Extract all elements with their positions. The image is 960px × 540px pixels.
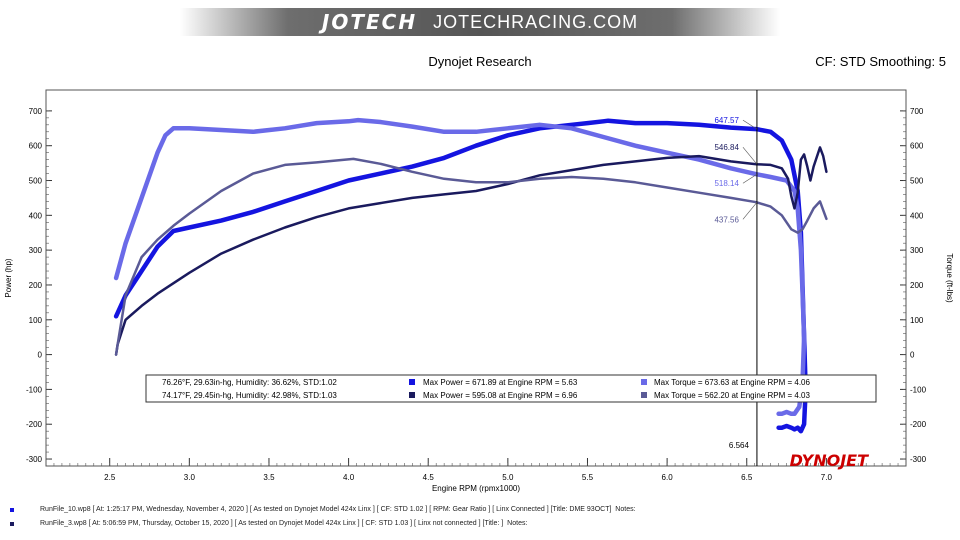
- y-tick-label-right: 100: [910, 316, 924, 325]
- cursor-pointer-line: [742, 202, 758, 220]
- y-tick-label-left: 700: [29, 107, 43, 116]
- legend-marker-torque-run1: [641, 379, 647, 385]
- plot-frame: [45, 89, 907, 467]
- legend-marker-power-run2: [409, 392, 415, 398]
- x-tick-label: 4.5: [423, 473, 435, 482]
- y-tick-label-right: -300: [910, 455, 927, 464]
- y-tick-label-right: 0: [910, 351, 915, 360]
- y-tick-label-left: 500: [29, 177, 43, 186]
- legend-torque-run2: Max Torque = 562.20 at Engine RPM = 4.03: [654, 391, 811, 400]
- footer-run2-info: RunFile_3.wp8 [ At: 5:06:59 PM, Thursday…: [40, 520, 528, 527]
- chart-title: Dynojet Research: [428, 54, 532, 69]
- x-tick-label: 6.5: [741, 473, 753, 482]
- header-banner: JOTECH JOTECHRACING.COM: [180, 8, 780, 36]
- y-tick-label-left: 400: [29, 211, 43, 220]
- y-tick-label-left: -200: [26, 420, 43, 429]
- dynojet-logo: DYNOJET: [790, 451, 870, 470]
- legend: 76.26°F, 29.63in-hg, Humidity: 36.62%, S…: [145, 374, 877, 403]
- cursor-value-label: 546.84: [714, 143, 739, 152]
- legend-conditions-run2: 74.17°F, 29.45in-hg, Humidity: 42.98%, S…: [162, 391, 337, 400]
- site-url: JOTECHRACING.COM: [433, 11, 639, 32]
- cursor-value-label: 437.56: [714, 215, 739, 224]
- y-tick-label-left: -300: [26, 455, 43, 464]
- x-tick-label: 5.0: [502, 473, 514, 482]
- y-tick-label-left: 100: [29, 316, 43, 325]
- cursor-pointer-line: [742, 119, 758, 130]
- y-tick-label-left: 0: [38, 351, 43, 360]
- x-tick-label: 4.0: [343, 473, 355, 482]
- series-line-power-run2: [114, 146, 828, 356]
- legend-marker-power-run1: [409, 379, 415, 385]
- y-axis-label: Power (hp): [4, 258, 13, 297]
- x-tick-label: 2.5: [104, 473, 116, 482]
- y-tick-label-right: 500: [910, 177, 924, 186]
- x-tick-label: 6.0: [662, 473, 674, 482]
- legend-conditions-run1: 76.26°F, 29.63in-hg, Humidity: 36.62%, S…: [162, 378, 337, 387]
- cursor-pointer-line: [742, 147, 758, 165]
- y-tick-label-left: 200: [29, 281, 43, 290]
- y-tick-label-right: 700: [910, 107, 924, 116]
- x-tick-label: 7.0: [821, 473, 833, 482]
- y-tick-label-right: 200: [910, 281, 924, 290]
- y-tick-label-right: -200: [910, 420, 927, 429]
- cursor-value-label: 518.14: [714, 179, 739, 188]
- x-tick-label: 3.0: [184, 473, 196, 482]
- footer-marker-run1: [10, 508, 14, 512]
- x-axis-label: Engine RPM (rpmx1000): [432, 484, 520, 493]
- y-tick-label-right: 300: [910, 246, 924, 255]
- legend-box: [145, 374, 877, 403]
- series-line-torque-run2: [114, 157, 828, 356]
- y-tick-label-left: 300: [29, 246, 43, 255]
- x-tick-label: 3.5: [263, 473, 275, 482]
- y-tick-label-left: 600: [29, 142, 43, 151]
- y-tick-label-right: 400: [910, 211, 924, 220]
- jotech-logo: JOTECH: [321, 10, 418, 34]
- legend-marker-torque-run2: [641, 392, 647, 398]
- legend-power-run2: Max Power = 595.08 at Engine RPM = 6.96: [423, 391, 578, 400]
- x-tick-label: 5.5: [582, 473, 594, 482]
- footer-marker-run2: [10, 522, 14, 526]
- y-tick-label-right: 600: [910, 142, 924, 151]
- cursor-pointer-line: [742, 173, 758, 184]
- y-axis-label-right: Torque (ft-lbs): [945, 253, 954, 303]
- series-line-torque-run1: [113, 117, 807, 417]
- y-tick-label-left: -100: [26, 385, 43, 394]
- y-tick-label-right: -100: [910, 385, 927, 394]
- cursor-value-label: 647.57: [714, 116, 739, 125]
- legend-power-run1: Max Power = 671.89 at Engine RPM = 5.63: [423, 378, 578, 387]
- footer-run1-info: RunFile_10.wp8 [ At: 1:25:17 PM, Wednesd…: [40, 506, 636, 513]
- cursor-rpm-label: 6.564: [729, 441, 750, 450]
- series-line-power-run1: [113, 118, 808, 434]
- cf-smoothing-label: CF: STD Smoothing: 5: [815, 54, 946, 69]
- legend-torque-run1: Max Torque = 673.63 at Engine RPM = 4.06: [654, 378, 811, 387]
